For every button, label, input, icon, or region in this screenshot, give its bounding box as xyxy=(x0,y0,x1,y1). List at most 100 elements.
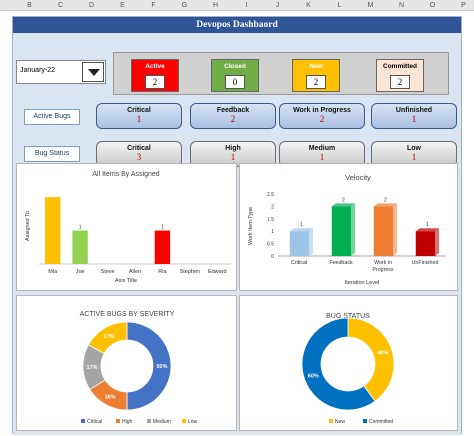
pill-value: 1 xyxy=(230,152,236,162)
dashboard: Devopos Dashbaord January-22 Active 2 Cl… xyxy=(12,16,462,435)
bar xyxy=(72,230,88,264)
pill-label: Critical xyxy=(127,145,151,152)
y-tick-label: 2 xyxy=(271,204,274,210)
legend-swatch xyxy=(329,419,333,423)
status-card-label: Committed xyxy=(383,63,417,70)
legend-label: New xyxy=(335,419,345,425)
bar-side xyxy=(393,203,398,256)
pill-value: 3 xyxy=(136,152,142,162)
bar-top xyxy=(373,203,398,207)
chart-bug-status: BUG STATUS 40% 60% New Committed xyxy=(239,295,458,431)
x-tick-label: Edward xyxy=(208,269,227,275)
y-axis-title: Work Item Type xyxy=(248,207,254,245)
active-bugs-critical[interactable]: Critical 1 xyxy=(96,103,182,129)
y-tick-label: 2.5 xyxy=(267,192,274,198)
bar-top xyxy=(289,228,314,232)
active-bugs-feedback[interactable]: Feedback 2 xyxy=(190,103,276,129)
column-letter: F xyxy=(151,2,156,9)
data-label: 2 xyxy=(384,197,387,203)
pill-value: 1 xyxy=(411,114,417,124)
status-card-active: Active 2 xyxy=(131,59,179,92)
column-letter: O xyxy=(429,2,436,9)
x-tick-label-line2: Progress xyxy=(372,267,394,273)
bar-top xyxy=(415,228,440,232)
legend-swatch xyxy=(147,419,151,423)
donut-slice xyxy=(126,321,172,411)
month-select[interactable]: January-22 xyxy=(16,60,106,84)
donut-slice xyxy=(347,317,395,402)
y-tick-label: 1.5 xyxy=(267,217,274,223)
data-label: 1 xyxy=(161,225,164,231)
chart-active-bugs-by-severity: ACTIVE BUGS BY SEVERITY 50% 16% 17% 17% Criti… xyxy=(16,295,237,431)
data-label: 1 xyxy=(426,222,429,228)
chevron-down-icon xyxy=(88,69,100,76)
status-card-committed: Committed 2 xyxy=(376,59,424,92)
assigned-bar-chart: All Items By Assigned Mia Joe 1 Steve Allen Ri… xyxy=(25,171,231,284)
chart-all-items-by-assigned: All Items By Assigned Mia Joe 1 Steve Allen Ri… xyxy=(16,163,237,291)
status-card-label: Active xyxy=(145,63,165,70)
bar-top xyxy=(331,203,356,207)
pill-label: Unfinished xyxy=(395,107,433,114)
status-card-value: 2 xyxy=(145,75,165,89)
legend-label: High xyxy=(122,419,133,425)
pill-label: Medium xyxy=(308,145,336,152)
x-axis-title: Iteration Level xyxy=(345,280,380,286)
column-letter: M xyxy=(367,2,374,9)
column-letter: P xyxy=(461,2,466,9)
pill-value: 1 xyxy=(411,152,417,162)
x-tick-label: Critical xyxy=(291,260,307,266)
dropdown-button[interactable] xyxy=(82,62,104,82)
bug-status-low[interactable]: Low 1 xyxy=(371,141,457,167)
y-tick-label: 1 xyxy=(271,229,274,235)
x-tick-label: Mia xyxy=(48,269,58,275)
x-tick-label: Joe xyxy=(76,269,85,275)
x-axis-title: Axis Title xyxy=(115,278,137,284)
column-letter: D xyxy=(88,2,95,9)
status-card-new: New 2 xyxy=(292,59,340,92)
bar xyxy=(415,231,436,256)
x-tick-label: Stephen xyxy=(180,269,201,275)
status-card-label: New xyxy=(309,63,323,70)
x-tick-label: Allen xyxy=(129,269,141,275)
y-axis-title: Assigned To xyxy=(25,211,31,241)
status-card-panel: Active 2 Closed 0 New 2 Committed 2 xyxy=(113,52,449,95)
pill-value: 2 xyxy=(319,114,325,124)
pill-label: Low xyxy=(407,145,421,152)
x-tick-label-line1: Work in xyxy=(374,260,392,266)
column-letter: L xyxy=(337,2,342,9)
y-tick-label: 0.5 xyxy=(267,242,274,248)
bug-status-critical[interactable]: Critical 3 xyxy=(96,141,182,167)
chart-title: BUG STATUS xyxy=(326,313,370,320)
bar-side xyxy=(351,203,356,256)
status-card-value: 2 xyxy=(306,75,326,89)
chart-title: All Items By Assigned xyxy=(92,171,159,178)
bar-side xyxy=(435,228,440,256)
column-letter: N xyxy=(398,2,405,9)
slice-label: 17% xyxy=(87,365,98,371)
active-bugs-work-in-progress[interactable]: Work in Progress 2 xyxy=(279,103,365,129)
column-letter: I xyxy=(245,2,248,9)
x-tick-label: Ria xyxy=(158,269,167,275)
chart-title: ACTIVE BUGS BY SEVERITY xyxy=(80,311,175,318)
chart-title: Velocity xyxy=(345,173,371,182)
slice-label: 50% xyxy=(156,364,167,370)
pill-value: 1 xyxy=(319,152,325,162)
column-letter: H xyxy=(212,2,219,9)
active-bugs-unfinished[interactable]: Unfinished 1 xyxy=(371,103,457,129)
slice-label: 16% xyxy=(105,395,116,401)
bar xyxy=(289,231,310,256)
donut-slice xyxy=(301,317,376,411)
column-letter: B xyxy=(27,2,32,9)
top-control-panel: January-22 Active 2 Closed 0 New 2 Commi… xyxy=(13,33,461,177)
bar-side xyxy=(309,228,314,256)
x-tick-label: Steve xyxy=(101,269,115,275)
data-label: 1 xyxy=(300,222,303,228)
column-header-bar: B C D E F G H I J K L M N O P xyxy=(0,0,474,11)
legend-swatch xyxy=(182,419,186,423)
status-card-value: 0 xyxy=(225,75,245,89)
x-tick-label: UnFinished xyxy=(412,260,439,266)
column-letter: E xyxy=(120,2,125,9)
slice-label: 60% xyxy=(308,373,319,379)
column-letter: G xyxy=(181,2,188,9)
pill-value: 2 xyxy=(230,114,236,124)
